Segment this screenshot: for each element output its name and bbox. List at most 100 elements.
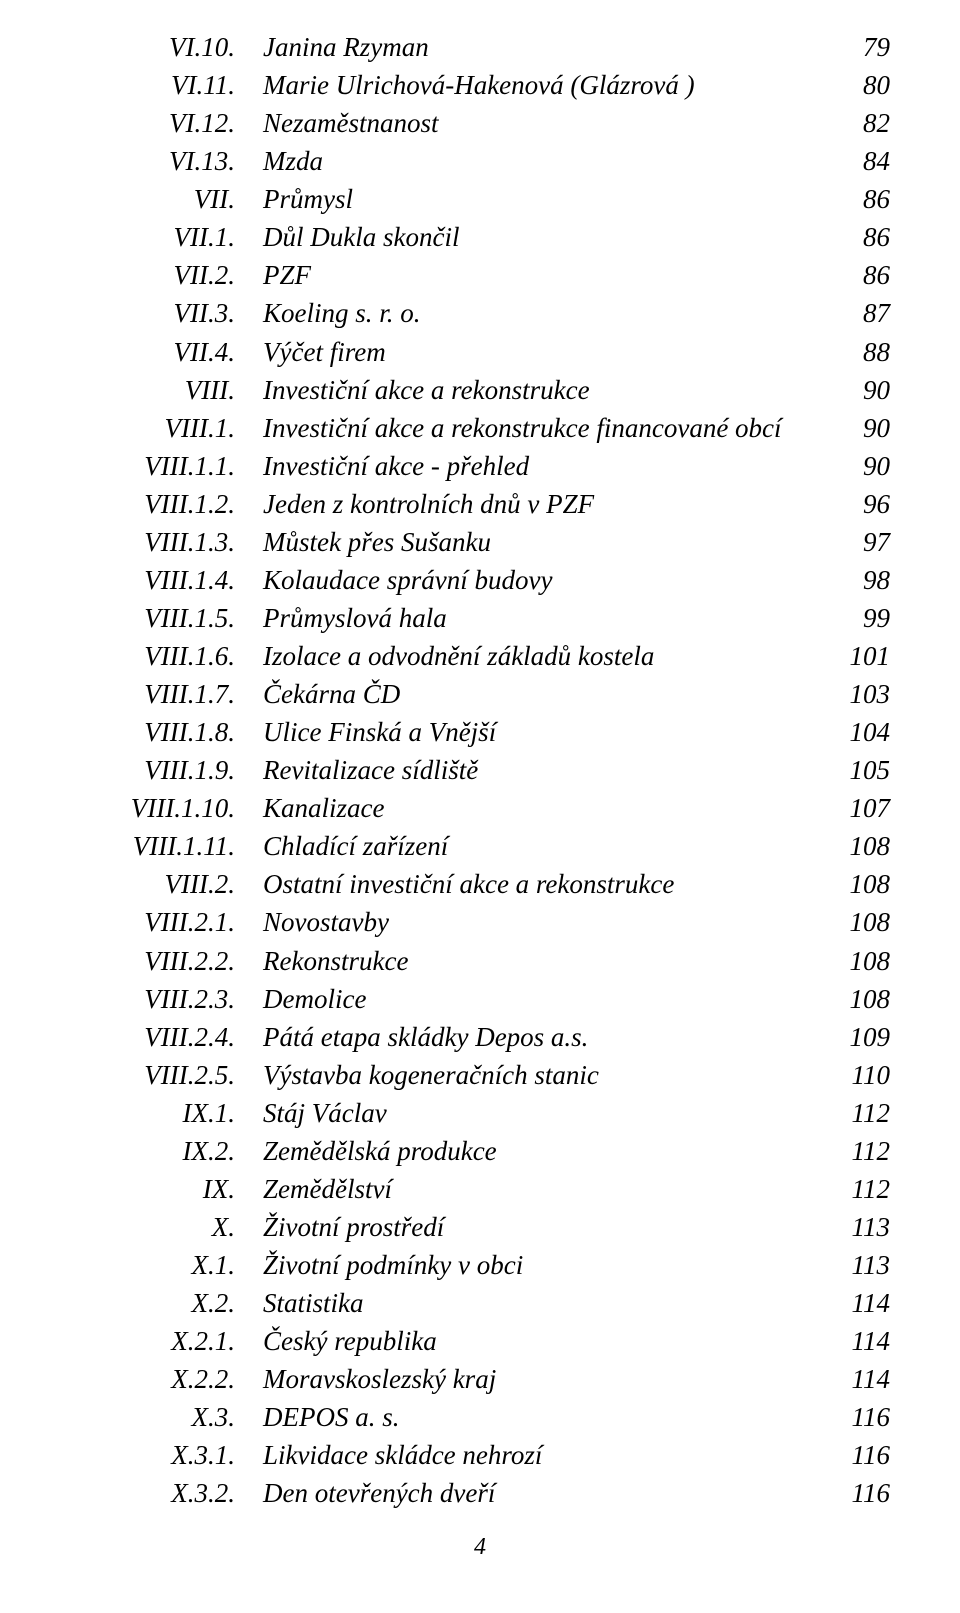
toc-page-number: 90 bbox=[810, 371, 890, 409]
toc-row: VIII.2.4.Pátá etapa skládky Depos a.s.10… bbox=[70, 1018, 890, 1056]
toc-section-title: Český republika bbox=[263, 1322, 810, 1360]
toc-section-title: Ostatní investiční akce a rekonstrukce bbox=[263, 865, 810, 903]
toc-row: X.1.Životní podmínky v obci113 bbox=[70, 1246, 890, 1284]
toc-section-number: VIII.2.1. bbox=[70, 903, 263, 941]
toc-section-title: Investiční akce a rekonstrukce financova… bbox=[263, 409, 810, 447]
toc-page-number: 113 bbox=[810, 1208, 890, 1246]
toc-section-number: VIII.1.4. bbox=[70, 561, 263, 599]
toc-row: IX.1.Stáj Václav112 bbox=[70, 1094, 890, 1132]
toc-row: VIII.1.5.Průmyslová hala99 bbox=[70, 599, 890, 637]
toc-row: VIII.1.Investiční akce a rekonstrukce fi… bbox=[70, 409, 890, 447]
toc-section-number: IX. bbox=[70, 1170, 263, 1208]
toc-row: VIII.2.2.Rekonstrukce108 bbox=[70, 942, 890, 980]
toc-row: VIII.2.3.Demolice108 bbox=[70, 980, 890, 1018]
toc-section-number: VIII.1.10. bbox=[70, 789, 263, 827]
toc-page-number: 80 bbox=[810, 66, 890, 104]
toc-row: X.2.Statistika114 bbox=[70, 1284, 890, 1322]
toc-row: X.Životní prostředí113 bbox=[70, 1208, 890, 1246]
toc-row: VI.11.Marie Ulrichová-Hakenová (Glázrová… bbox=[70, 66, 890, 104]
toc-page-number: 87 bbox=[810, 294, 890, 332]
toc-section-number: VII. bbox=[70, 180, 263, 218]
toc-row: X.2.2.Moravskoslezský kraj114 bbox=[70, 1360, 890, 1398]
toc-section-title: Kolaudace správní budovy bbox=[263, 561, 810, 599]
toc-row: VIII.1.1.Investiční akce - přehled90 bbox=[70, 447, 890, 485]
toc-row: X.2.1.Český republika114 bbox=[70, 1322, 890, 1360]
toc-page-number: 97 bbox=[810, 523, 890, 561]
toc-section-title: Pátá etapa skládky Depos a.s. bbox=[263, 1018, 810, 1056]
toc-section-number: VIII.1.9. bbox=[70, 751, 263, 789]
toc-row: VIII.1.9.Revitalizace sídliště105 bbox=[70, 751, 890, 789]
toc-section-title: Ulice Finská a Vnější bbox=[263, 713, 810, 751]
toc-row: VIII.1.8.Ulice Finská a Vnější104 bbox=[70, 713, 890, 751]
toc-row: VIII.1.6.Izolace a odvodnění základů kos… bbox=[70, 637, 890, 675]
toc-section-number: VIII.1.11. bbox=[70, 827, 263, 865]
toc-row: X.3.DEPOS a. s.116 bbox=[70, 1398, 890, 1436]
toc-page-number: 113 bbox=[810, 1246, 890, 1284]
toc-section-title: Investiční akce a rekonstrukce bbox=[263, 371, 810, 409]
toc-row: VI.12.Nezaměstnanost82 bbox=[70, 104, 890, 142]
toc-row: VIII.1.10.Kanalizace107 bbox=[70, 789, 890, 827]
toc-page-number: 116 bbox=[810, 1436, 890, 1474]
toc-page-number: 86 bbox=[810, 218, 890, 256]
toc-section-number: VIII.1.1. bbox=[70, 447, 263, 485]
toc-section-title: Zemědělství bbox=[263, 1170, 810, 1208]
toc-row: X.3.1.Likvidace skládce nehrozí116 bbox=[70, 1436, 890, 1474]
toc-row: VI.13.Mzda84 bbox=[70, 142, 890, 180]
toc-page-number: 112 bbox=[810, 1170, 890, 1208]
toc-row: VIII.2.1.Novostavby108 bbox=[70, 903, 890, 941]
toc-row: X.3.2.Den otevřených dveří116 bbox=[70, 1474, 890, 1512]
toc-section-title: Janina Rzyman bbox=[263, 28, 810, 66]
toc-page-number: 114 bbox=[810, 1360, 890, 1398]
toc-row: VIII.1.4.Kolaudace správní budovy98 bbox=[70, 561, 890, 599]
toc-section-title: Mzda bbox=[263, 142, 810, 180]
toc-section-number: VIII.1. bbox=[70, 409, 263, 447]
toc-row: VII.1.Důl Dukla skončil86 bbox=[70, 218, 890, 256]
toc-page-number: 107 bbox=[810, 789, 890, 827]
toc-section-number: VIII.2.4. bbox=[70, 1018, 263, 1056]
toc-section-number: VIII.1.7. bbox=[70, 675, 263, 713]
toc-list: VI.10.Janina Rzyman79VI.11.Marie Ulricho… bbox=[70, 28, 890, 1512]
toc-section-title: Marie Ulrichová-Hakenová (Glázrová ) bbox=[263, 66, 810, 104]
toc-section-number: VIII.1.6. bbox=[70, 637, 263, 675]
toc-section-title: Kanalizace bbox=[263, 789, 810, 827]
toc-page-number: 114 bbox=[810, 1284, 890, 1322]
toc-page-number: 108 bbox=[810, 827, 890, 865]
toc-section-title: Výčet firem bbox=[263, 333, 810, 371]
toc-page-number: 112 bbox=[810, 1094, 890, 1132]
toc-section-number: VIII.2.2. bbox=[70, 942, 263, 980]
toc-section-number: X.3. bbox=[70, 1398, 263, 1436]
toc-section-number: VI.11. bbox=[70, 66, 263, 104]
toc-section-title: Chladící zařízení bbox=[263, 827, 810, 865]
toc-page-number: 86 bbox=[810, 256, 890, 294]
page-number-footer: 4 bbox=[70, 1534, 890, 1561]
toc-section-number: VIII.2.3. bbox=[70, 980, 263, 1018]
toc-row: VII.4.Výčet firem88 bbox=[70, 333, 890, 371]
toc-section-title: Jeden z kontrolních dnů v PZF bbox=[263, 485, 810, 523]
toc-section-number: X.3.1. bbox=[70, 1436, 263, 1474]
toc-page-number: 116 bbox=[810, 1398, 890, 1436]
toc-row: VIII.1.2.Jeden z kontrolních dnů v PZF96 bbox=[70, 485, 890, 523]
toc-section-title: Zemědělská produkce bbox=[263, 1132, 810, 1170]
toc-page-number: 90 bbox=[810, 447, 890, 485]
toc-page-number: 110 bbox=[810, 1056, 890, 1094]
toc-section-title: Novostavby bbox=[263, 903, 810, 941]
toc-section-number: X.2.2. bbox=[70, 1360, 263, 1398]
toc-section-number: X. bbox=[70, 1208, 263, 1246]
toc-page-number: 116 bbox=[810, 1474, 890, 1512]
toc-row: VIII.2.5.Výstavba kogeneračních stanic11… bbox=[70, 1056, 890, 1094]
toc-row: VIII.1.3.Můstek přes Sušanku97 bbox=[70, 523, 890, 561]
toc-section-title: Můstek přes Sušanku bbox=[263, 523, 810, 561]
toc-section-number: VIII.1.2. bbox=[70, 485, 263, 523]
toc-page-number: 112 bbox=[810, 1132, 890, 1170]
toc-section-number: VII.3. bbox=[70, 294, 263, 332]
toc-page-number: 79 bbox=[810, 28, 890, 66]
toc-section-title: Statistika bbox=[263, 1284, 810, 1322]
toc-page-number: 99 bbox=[810, 599, 890, 637]
toc-page-number: 108 bbox=[810, 903, 890, 941]
toc-section-number: VII.4. bbox=[70, 333, 263, 371]
toc-section-number: IX.1. bbox=[70, 1094, 263, 1132]
toc-section-title: Životní prostředí bbox=[263, 1208, 810, 1246]
toc-section-title: Životní podmínky v obci bbox=[263, 1246, 810, 1284]
toc-section-number: VIII.1.5. bbox=[70, 599, 263, 637]
toc-section-title: DEPOS a. s. bbox=[263, 1398, 810, 1436]
